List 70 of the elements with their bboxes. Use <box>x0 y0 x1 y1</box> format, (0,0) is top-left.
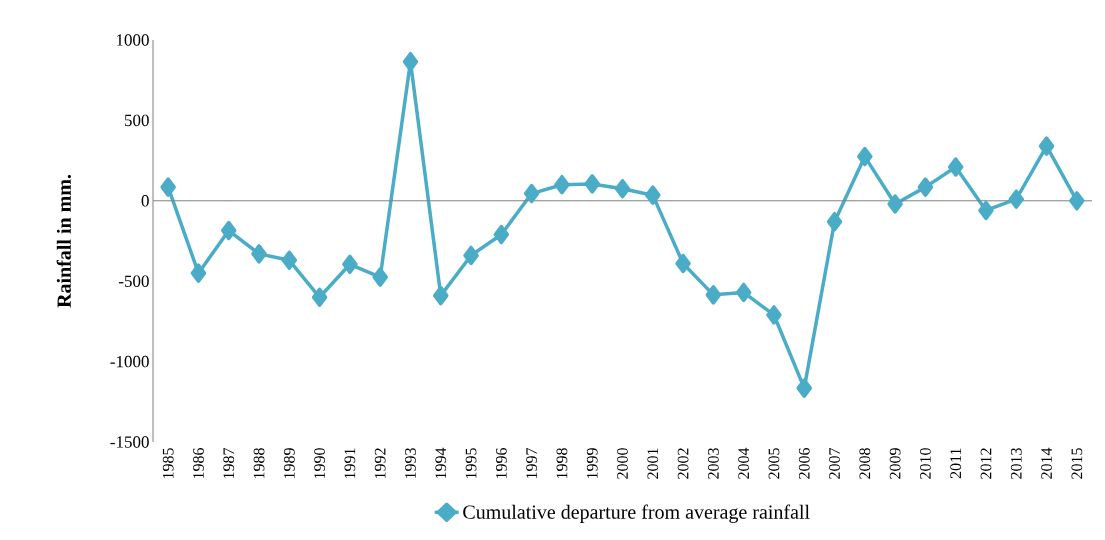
point <box>735 282 752 303</box>
point <box>372 267 388 287</box>
x-tick-label: 2015 <box>1071 448 1083 479</box>
point <box>281 250 298 271</box>
x-tick-label: 1992 <box>374 448 386 479</box>
x-tick-label: 1988 <box>253 448 265 479</box>
y-axis-title: Rainfall in mm. <box>56 174 71 308</box>
point <box>826 211 843 232</box>
x-tick-label: 2001 <box>647 448 659 479</box>
x-tick-label: 1993 <box>405 448 416 479</box>
x-tick-label: 2002 <box>677 448 689 479</box>
point <box>584 174 600 194</box>
point <box>1069 191 1085 211</box>
x-tick-label: 2010 <box>920 448 931 479</box>
x-tick-label: 2008 <box>859 448 871 479</box>
x-tick-label: 1994 <box>435 447 447 479</box>
point <box>554 174 570 195</box>
point <box>645 185 661 205</box>
x-tick-label: 1987 <box>223 447 235 479</box>
y-tick-label: 1000 <box>116 34 149 46</box>
point <box>342 254 358 275</box>
y-tick-label: 500 <box>124 114 149 127</box>
x-tick-label: 2011 <box>950 448 962 479</box>
point <box>796 378 812 398</box>
point <box>433 285 449 306</box>
x-tick-label: 1986 <box>193 447 204 479</box>
x-tick-label: 2003 <box>707 448 719 479</box>
x-tick-label: 1998 <box>556 448 568 479</box>
legend-label: Cumulative departure from average rainfall <box>463 504 810 523</box>
point <box>190 263 207 283</box>
point <box>887 194 903 214</box>
x-tick-label: 1989 <box>283 448 295 479</box>
x-tick-label: 2013 <box>1010 448 1022 479</box>
point <box>675 253 691 274</box>
point <box>402 51 419 72</box>
point <box>614 178 631 199</box>
x-tick-label: 2007 <box>829 447 840 479</box>
point <box>523 183 540 204</box>
x-tick-label: 1985 <box>162 448 174 479</box>
point <box>251 244 267 264</box>
point <box>705 285 722 305</box>
y-tick-label: -1000 <box>110 355 149 368</box>
point <box>493 224 510 245</box>
point <box>1038 136 1055 156</box>
x-tick-label: 1997 <box>526 447 538 479</box>
x-tick-label: 1996 <box>495 447 507 479</box>
x-tick-label: 2009 <box>889 448 901 479</box>
point <box>947 157 964 177</box>
x-tick-label: 2005 <box>768 448 780 479</box>
x-tick-label: 2006 <box>798 447 810 479</box>
x-tick-label: 2000 <box>617 448 628 479</box>
x-tick-label: 1991 <box>344 448 356 479</box>
point <box>160 177 176 197</box>
x-tick-label: 2012 <box>980 448 992 479</box>
point <box>978 200 994 221</box>
x-tick-label: 2004 <box>738 447 750 479</box>
point <box>857 146 873 167</box>
x-tick-label: 2014 <box>1041 447 1052 479</box>
point <box>1008 189 1025 209</box>
x-tick-label: 1999 <box>586 448 598 479</box>
y-tick-label: 0 <box>141 195 149 207</box>
x-tick-label: 1995 <box>465 448 477 479</box>
point <box>766 305 782 325</box>
point <box>311 287 328 308</box>
point <box>220 220 237 241</box>
point <box>917 177 934 197</box>
point <box>463 245 479 266</box>
x-tick-label: 1990 <box>314 448 325 479</box>
y-tick-label: -1500 <box>110 436 149 448</box>
y-tick-label: -500 <box>118 275 149 287</box>
